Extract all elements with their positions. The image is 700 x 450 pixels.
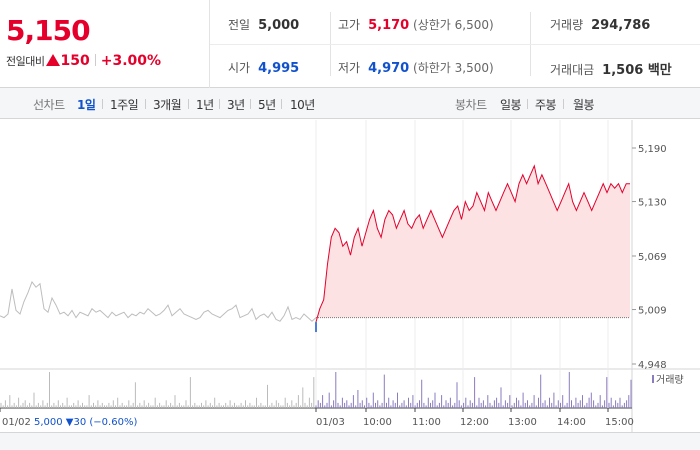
stat-low: 저가 4,970 (하한가 3,500)	[338, 59, 494, 76]
divider	[527, 99, 528, 109]
stat-prev-close: 전일 5,000	[228, 16, 299, 33]
stat-open: 시가 4,995	[228, 59, 299, 76]
divider	[210, 44, 700, 45]
candle-weekly[interactable]: 주봉	[535, 98, 557, 112]
stat-value: 4,995	[258, 61, 300, 76]
stat-value: 5,170	[368, 18, 410, 33]
stat-value: 4,970	[368, 61, 410, 76]
stat-value: 1,506 백만	[602, 63, 672, 78]
line-chart-label: 선차트	[33, 98, 65, 112]
y-tick-label: 5,009	[638, 306, 667, 317]
period-10y[interactable]: 10년	[290, 98, 315, 112]
divider	[188, 99, 189, 109]
stat-sub: (상한가 6,500)	[413, 18, 494, 32]
period-1w[interactable]: 1주일	[110, 98, 139, 112]
x-label-prev-day: 01/02	[2, 417, 31, 428]
period-1y[interactable]: 1년	[196, 98, 214, 112]
period-3y[interactable]: 3년	[227, 98, 245, 112]
prev-day-line	[0, 280, 317, 322]
chart-toolbar: 선차트 1일 1주일 3개월 1년 3년 5년 10년 봉차트 일봉 주봉 월봉	[0, 88, 700, 119]
candle-monthly[interactable]: 월봉	[573, 98, 595, 112]
footer-bar	[0, 432, 700, 450]
divider	[281, 99, 282, 109]
divider	[563, 99, 564, 109]
stat-trade-value: 거래대금 1,506 백만	[550, 59, 672, 78]
change-label: 전일대비	[6, 55, 45, 68]
up-triangle-icon	[46, 54, 61, 66]
current-price: 5,150	[6, 14, 91, 47]
y-tick-label: 5,190	[638, 144, 667, 155]
period-5y[interactable]: 5년	[258, 98, 276, 112]
x-tick-label: 14:00	[557, 417, 586, 428]
x-tick-label: 11:00	[412, 417, 441, 428]
y-tick-label: 4,948	[638, 360, 667, 371]
stat-high: 고가 5,170 (상한가 6,500)	[338, 16, 494, 33]
volume-legend-swatch	[652, 375, 654, 383]
divider	[145, 99, 146, 109]
stat-sub: (하한가 3,500)	[413, 61, 494, 75]
change-value: 150	[60, 53, 90, 69]
stat-key: 전일	[228, 18, 251, 32]
x-tick-label: 01/03	[316, 417, 345, 428]
change-row: 전일대비 150 +3.00%	[6, 53, 161, 69]
period-3m[interactable]: 3개월	[153, 98, 182, 112]
volume-legend-label: 거래량	[656, 374, 684, 386]
stat-key: 저가	[338, 61, 361, 75]
stat-key: 시가	[228, 61, 251, 75]
period-1d[interactable]: 1일	[77, 98, 96, 112]
y-tick-label: 5,069	[638, 252, 667, 263]
prev-day-info: 5,000 ▼30 (−0.60%)	[34, 417, 137, 428]
x-tick-label: 10:00	[363, 417, 392, 428]
divider	[219, 99, 220, 109]
x-tick-label: 15:00	[605, 417, 634, 428]
today-line	[315, 164, 630, 323]
stat-volume: 거래량 294,786	[550, 16, 650, 33]
candle-chart-label: 봉차트	[455, 98, 487, 112]
today-fill-area	[316, 165, 630, 322]
divider	[250, 99, 251, 109]
divider	[102, 99, 103, 109]
x-tick-label: 13:00	[508, 417, 537, 428]
x-tick-label: 12:00	[460, 417, 489, 428]
stat-key: 거래대금	[550, 63, 595, 77]
divider	[94, 54, 96, 66]
stat-value: 5,000	[258, 18, 300, 33]
quote-header: 5,150 전일대비 150 +3.00% 전일 5,000 고가 5,170 (상한가…	[0, 0, 700, 88]
stat-key: 거래량	[550, 18, 584, 32]
candle-daily[interactable]: 일봉	[500, 98, 522, 112]
stat-key: 고가	[338, 18, 361, 32]
change-percent: +3.00%	[100, 53, 162, 69]
stat-value: 294,786	[591, 18, 651, 33]
price-box: 5,150 전일대비 150 +3.00%	[0, 0, 210, 88]
y-tick-label: 5,130	[638, 198, 667, 209]
